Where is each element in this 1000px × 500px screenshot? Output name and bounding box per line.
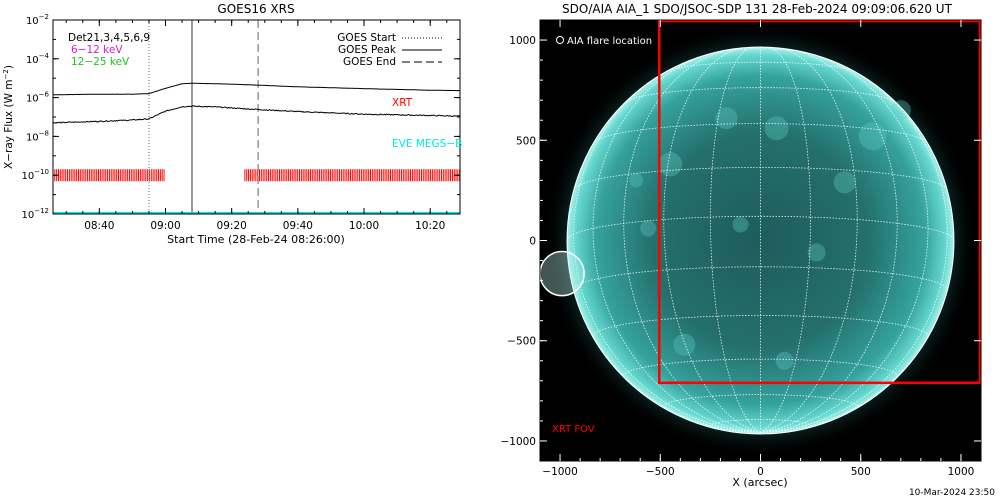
longitude-line [760,48,898,433]
goes-xrs-chart: GOES16 XRS 08:40 09:00 09:20 09:40 10:00 10:2… [2,2,462,246]
xrs-y-tick-label: 10−8 [26,129,49,143]
flare-location-label: AIA flare location [567,36,652,47]
longitude-line [623,48,761,433]
longitude-line [760,52,929,433]
active-region-blob [658,152,683,177]
energy-band-2: 12−25 keV [71,56,130,68]
longitude-line [760,46,812,433]
active-region-blob [629,173,644,188]
detectors-label: Det21,3,4,5,6,9 [68,32,150,44]
goes-series-short [53,105,460,124]
latitude-line [592,315,929,337]
aia-x-axis-label: X (arcsec) [732,476,787,489]
active-region-blob [673,333,696,356]
xrs-ylabel-main: X−ray Flux (W m [3,79,15,169]
aia-image-panel: SDO/AIA AIA_1 SDO/JSOC-SDP 131 28-Feb-20… [500,2,982,489]
latitude-line [624,87,897,103]
xrs-ylabel-close: ) [3,65,15,69]
longitude-line [592,52,761,433]
xrs-x-axis-label: Start Time (28-Feb-24 08:26:00) [167,233,345,246]
xrs-x-tick-label: 09:20 [217,220,247,232]
solar-limb [566,46,955,435]
aia-image-area [540,20,981,461]
legend-goes-start: GOES Start [337,32,396,44]
goes-series-long [53,82,460,96]
aia-y-tick-label: 0 [529,236,536,248]
xrs-y-tick-label: 10−10 [21,168,49,182]
aia-y-tick-label: −1000 [500,436,536,448]
heliographic-grid [566,46,955,435]
longitude-line [760,47,858,433]
latitude-line [593,123,928,143]
xrt-annotation: XRT [392,97,413,109]
aia-x-tick-label: −1000 [542,466,578,478]
xrs-chart-title: GOES16 XRS [217,2,294,16]
active-region-blob [807,243,826,262]
xrs-ylabel-superscript: −2 [2,69,10,79]
xrs-x-tick-label: 08:40 [84,220,114,232]
xrs-legend: GOES Start GOES Peak GOES End [337,32,442,68]
flare-location-circle [540,250,585,297]
footer-timestamp: 10-Mar-2024 23:50 [909,488,995,498]
flare-location-marker-icon [556,36,564,44]
xrs-y-axis-label: X−ray Flux (W m−2) [2,65,15,169]
active-region-blob [764,116,789,141]
xrs-y-tick-label: 10−12 [21,207,49,221]
aia-x-tick-label: 1000 [948,466,975,478]
xrt-fov-box [658,20,981,385]
legend-goes-end: GOES End [343,56,396,68]
eve-annotation: EVE MEGS−B [392,138,462,150]
aia-x-tick-label: 500 [851,466,871,478]
xrs-y-tick-label: 10−6 [26,91,50,105]
energy-band-1: 6−12 keV [71,44,123,56]
xrs-x-tick-label: 09:00 [150,220,180,232]
xrs-y-tick-label: 10−2 [26,13,49,27]
aia-axes: −1000 −500 0 500 1000 −1000 −500 0 500 1000 [500,20,981,478]
aia-y-tick-label: 1000 [509,35,536,47]
xrs-plot-area [53,20,460,214]
aia-y-tick-label: −500 [507,336,536,348]
flare-glow [540,251,585,296]
active-region-blob [775,351,794,370]
active-region-blob [833,171,856,194]
xrs-x-tick-label: 09:40 [283,220,313,232]
longitude-line [709,46,761,433]
xrt-coverage-interval-2 [244,169,460,182]
active-region-blob [732,216,749,233]
xrt-fov-label: XRT FOV [552,424,595,435]
legend-goes-peak: GOES Peak [338,44,397,56]
solar-disk [567,47,954,434]
aia-x-tick-label: −500 [646,466,675,478]
latitude-line [717,48,804,53]
aia-x-tick-label: 0 [757,466,764,478]
aia-y-tick-label: 500 [516,135,536,147]
xrt-coverage-interval-1 [53,169,165,182]
longitude-line [663,47,761,433]
solar-disk-group [540,20,981,458]
xrs-axes: 08:40 09:00 09:20 09:40 10:00 10:20 10−12 10−10… [21,13,460,232]
xrs-y-tick-label: 10−4 [26,52,50,66]
active-region-blob [640,220,657,237]
aia-chart-title: SDO/AIA AIA_1 SDO/JSOC-SDP 131 28-Feb-20… [562,2,953,16]
svg-text:X−ray Flux (W m−2): X−ray Flux (W m−2) [2,65,15,169]
xrs-x-tick-label: 10:20 [415,220,445,232]
active-region-blob [715,107,738,130]
xrs-x-tick-label: 10:00 [349,220,379,232]
flare-location-legend: AIA flare location [556,36,652,47]
active-region-blob [858,122,887,151]
